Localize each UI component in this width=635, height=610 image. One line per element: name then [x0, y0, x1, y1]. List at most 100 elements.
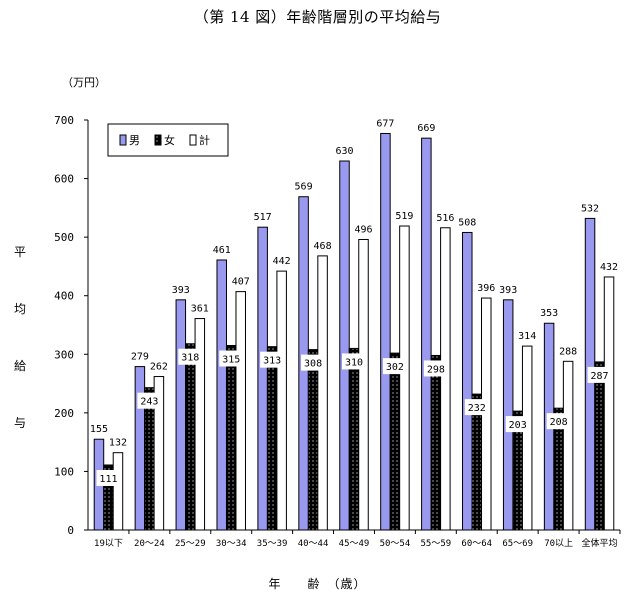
- x-tick-label: 50～54: [380, 539, 411, 549]
- data-label-total: 432: [600, 262, 618, 273]
- bar-male: [462, 231, 473, 531]
- data-label-female-box: [260, 351, 285, 368]
- legend-label-1: 女: [164, 133, 175, 147]
- bar-total: [276, 270, 287, 531]
- bar-total: [194, 318, 206, 531]
- y-tick-label: 400: [54, 290, 74, 303]
- data-label-total: 407: [232, 277, 250, 288]
- y-tick-label: 600: [54, 173, 74, 186]
- data-label-female: 111: [99, 474, 117, 485]
- x-tick-label: 55～59: [421, 539, 452, 549]
- data-label-female: 287: [591, 371, 609, 382]
- bar-total: [235, 291, 246, 531]
- bar-female: [430, 354, 442, 531]
- data-label-total: 361: [191, 304, 209, 315]
- legend-box: [107, 123, 229, 157]
- data-label-total: 519: [395, 211, 413, 222]
- data-label-total: 396: [477, 283, 495, 294]
- data-label-female-box: [219, 350, 244, 367]
- bar-total: [399, 225, 410, 531]
- data-label-female: 298: [427, 364, 445, 375]
- y-tick-label: 100: [54, 465, 74, 478]
- data-label-total: 442: [273, 256, 291, 267]
- legend-swatch-1: [154, 134, 162, 146]
- y-tick-label: 700: [54, 114, 74, 127]
- data-label-total: 468: [314, 241, 332, 252]
- bar-total: [562, 360, 574, 531]
- bar-male: [216, 259, 227, 531]
- data-label-female-box: [505, 416, 530, 433]
- bar-male: [421, 137, 432, 531]
- y-tick-label: 0: [67, 524, 74, 537]
- data-label-female-box: [96, 469, 121, 486]
- data-label-female: 243: [140, 397, 158, 408]
- data-label-female-box: [178, 348, 203, 365]
- legend-label-2: 計: [199, 133, 210, 147]
- data-label-male: 508: [458, 217, 476, 228]
- data-label-female-box: [301, 354, 326, 371]
- bar-total: [521, 345, 533, 531]
- data-label-female-box: [546, 413, 571, 430]
- data-label-female-box: [423, 360, 448, 377]
- legend-swatch-0: [119, 134, 127, 146]
- x-tick-label: 20～24: [134, 539, 165, 549]
- data-label-female: 315: [222, 355, 240, 366]
- bar-female: [389, 352, 401, 531]
- data-label-total: 496: [354, 224, 372, 235]
- bar-total: [112, 452, 124, 531]
- bar-total: [440, 227, 451, 531]
- data-label-female: 318: [181, 353, 199, 364]
- bar-male: [502, 299, 514, 531]
- y-axis-label-char-4: 与: [14, 416, 27, 430]
- data-label-female-box: [587, 366, 612, 383]
- data-label-female: 313: [263, 356, 281, 367]
- data-label-female: 308: [304, 359, 322, 370]
- y-axis-label-char-1: 平: [14, 245, 27, 259]
- data-label-female: 310: [345, 357, 363, 368]
- data-label-total: 288: [559, 346, 577, 357]
- y-unit-label: （万円）: [62, 76, 106, 89]
- data-label-female-box: [342, 353, 366, 370]
- bar-total: [317, 255, 328, 531]
- data-label-female: 232: [468, 403, 486, 414]
- bar-female: [144, 387, 155, 531]
- data-label-total: 132: [109, 438, 127, 449]
- data-label-male: 569: [295, 182, 313, 193]
- data-label-male: 517: [254, 212, 272, 223]
- data-label-female-box: [137, 392, 162, 409]
- data-label-male: 532: [581, 203, 599, 214]
- data-label-male: 279: [131, 352, 149, 363]
- data-label-female-box: [464, 399, 489, 416]
- y-tick-label: 300: [54, 348, 74, 361]
- bar-male: [380, 132, 391, 531]
- bar-male: [339, 160, 350, 531]
- data-label-male: 155: [90, 424, 108, 435]
- y-axis-label-char-3: 給: [14, 359, 27, 373]
- x-tick-label: 40～44: [298, 539, 329, 549]
- bar-male: [257, 226, 268, 531]
- data-label-male: 353: [540, 308, 558, 319]
- data-label-total: 262: [150, 362, 168, 373]
- y-tick-label: 500: [54, 231, 74, 244]
- legend-label-0: 男: [129, 134, 140, 147]
- chart-title: （第 14 図）年齢階層別の平均給与: [193, 8, 442, 26]
- bar-total: [153, 376, 165, 531]
- data-label-male: 677: [376, 118, 394, 129]
- x-tick-label: 25～29: [175, 539, 206, 549]
- bar-male: [134, 366, 146, 531]
- data-label-total: 516: [436, 213, 454, 224]
- x-tick-label: 70以上: [544, 538, 573, 549]
- bar-female: [225, 345, 237, 531]
- x-tick-label: 65～69: [502, 539, 533, 549]
- y-tick-label: 200: [54, 407, 74, 420]
- x-axis-label: 年 齢 （歳）: [268, 577, 367, 591]
- bar-total: [603, 276, 615, 531]
- x-tick-label: 45～49: [339, 539, 370, 549]
- data-label-female: 302: [386, 362, 404, 373]
- data-label-male: 461: [213, 245, 231, 256]
- data-label-female: 208: [550, 417, 568, 428]
- x-tick-label: 30～34: [216, 539, 247, 549]
- x-tick-label: 19以下: [94, 539, 123, 549]
- data-label-total: 314: [518, 331, 536, 342]
